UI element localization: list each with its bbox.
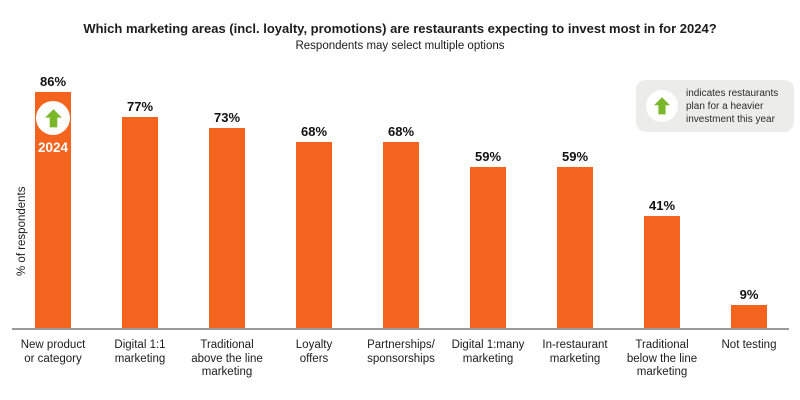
category-label: Traditional above the line marketing <box>191 339 263 379</box>
bar-value-label: 86% <box>39 74 67 89</box>
bar-value-label: 77% <box>126 99 154 114</box>
year-label: 2024 <box>37 140 69 155</box>
category-label: Loyalty offers <box>295 339 333 365</box>
up-arrow-badge-icon <box>36 101 70 135</box>
chart-subtitle: Respondents may select multiple options <box>295 40 505 52</box>
bar-value-label: 68% <box>387 124 415 139</box>
legend-text: indicates restaurants plan for a heavier… <box>686 88 779 125</box>
category-label: Digital 1:1 marketing <box>114 339 166 365</box>
bar <box>731 305 767 330</box>
bar-value-label: 68% <box>300 124 328 139</box>
category-label: Partnerships/sponsorships <box>367 339 435 365</box>
bar-value-label: 41% <box>648 198 676 213</box>
bar-value-label: 59% <box>561 149 589 164</box>
bar: 2024 <box>35 92 71 330</box>
category-label: Digital 1:many marketing <box>451 339 525 365</box>
bar <box>209 128 245 330</box>
category-label: Not testing <box>721 339 777 351</box>
bar <box>557 167 593 330</box>
bar <box>122 117 158 330</box>
bar-value-label: 59% <box>474 149 502 164</box>
x-axis-line <box>12 328 789 330</box>
bar <box>644 216 680 330</box>
category-label: In-restaurant marketing <box>542 339 608 365</box>
bar <box>296 142 332 330</box>
bar-value-label: 73% <box>213 110 241 125</box>
bar <box>383 142 419 330</box>
legend: indicates restaurants plan for a heavier… <box>636 80 794 132</box>
category-label: New product or category <box>20 339 86 365</box>
bar <box>470 167 506 330</box>
bar-value-label: 9% <box>739 287 759 302</box>
category-label: Traditional below the line marketing <box>626 339 698 379</box>
chart-title: Which marketing areas (incl. loyalty, pr… <box>83 21 717 36</box>
up-arrow-icon <box>646 90 678 122</box>
